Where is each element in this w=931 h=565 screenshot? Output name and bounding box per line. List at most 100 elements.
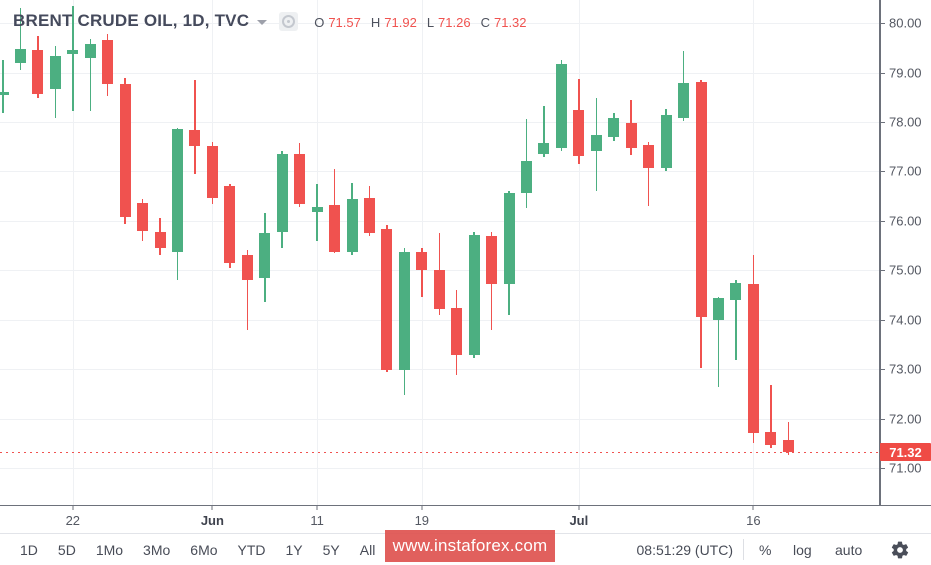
open-label: O	[314, 14, 325, 30]
candle-wick	[2, 60, 4, 114]
candle-body	[521, 160, 532, 193]
candle-wick	[770, 384, 772, 448]
symbol-legend: BRENT CRUDE OIL, 1D, TVC O 71.57 H 71.92…	[13, 11, 537, 31]
time-axis[interactable]: 22 Jun 11 19 Jul 16	[0, 505, 931, 534]
candle-body	[102, 40, 114, 84]
price-axis-label: 76.00	[889, 213, 922, 229]
time-axis-label: 16	[746, 513, 761, 528]
log-scale-button[interactable]: log	[793, 534, 812, 565]
range-button-5d[interactable]: 5D	[57, 541, 76, 558]
candle-body	[695, 82, 707, 318]
caret-down-icon[interactable]	[257, 19, 268, 25]
price-axis-label: 77.00	[889, 163, 922, 179]
high-label: H	[370, 14, 381, 30]
price-gridline	[0, 418, 879, 420]
range-button-1mo[interactable]: 1Mo	[95, 541, 124, 558]
time-axis-tick	[72, 506, 74, 510]
last-price-line	[0, 452, 879, 454]
candle-wick	[19, 8, 22, 71]
price-axis-tick	[881, 369, 885, 371]
price-axis-tick	[881, 72, 885, 74]
candle-body	[451, 308, 463, 356]
candle-body	[433, 270, 445, 310]
date-gridline	[753, 0, 755, 505]
candle-body	[381, 228, 393, 371]
candle-body	[538, 143, 550, 154]
candle-body	[416, 251, 428, 271]
candle-body	[468, 234, 480, 356]
price-axis-label: 71.00	[889, 460, 922, 476]
time-axis-label: 11	[310, 513, 324, 528]
time-axis-label: Jun	[200, 513, 224, 528]
candle-body	[119, 84, 131, 218]
chart-surface[interactable]	[0, 0, 879, 505]
symbol-title[interactable]: BRENT CRUDE OIL, 1D, TVC	[13, 11, 250, 30]
candle-wick	[89, 39, 91, 111]
range-button-1d[interactable]: 1D	[20, 541, 38, 558]
range-button-5y[interactable]: 5Y	[322, 541, 340, 558]
settings-gear-icon[interactable]	[889, 539, 911, 561]
candle-body	[712, 298, 724, 321]
candle-wick	[72, 5, 74, 111]
time-axis-tick	[578, 506, 580, 510]
price-axis-label: 78.00	[889, 114, 922, 130]
price-gridline	[0, 220, 879, 222]
candle-body	[643, 144, 655, 169]
range-button-3mo[interactable]: 3Mo	[143, 541, 171, 558]
candle-wick	[421, 248, 423, 298]
candle-body	[311, 206, 323, 213]
time-axis-tick	[316, 506, 318, 510]
candle-body	[259, 233, 271, 278]
candle-body	[398, 251, 410, 371]
range-button-group: 1D 5D 1Mo 3Mo 6Mo YTD 1Y 5Y All	[0, 534, 375, 565]
close-value: 71.32	[493, 14, 527, 30]
candle-body	[765, 431, 777, 445]
range-button-1y[interactable]: 1Y	[285, 541, 303, 558]
candle-body	[0, 92, 9, 95]
watermark-link[interactable]: www.instaforex.com	[385, 530, 555, 562]
candle-body	[84, 43, 96, 59]
candle-body	[206, 145, 218, 198]
candle-body	[678, 83, 690, 119]
ohlc-readout: O 71.57 H 71.92 L 71.26 C 71.32	[314, 15, 536, 30]
candle-body	[32, 50, 44, 94]
date-gridline	[578, 0, 580, 505]
high-value: 71.92	[384, 14, 417, 30]
candle-wick	[543, 105, 545, 157]
snapshot-icon[interactable]	[279, 11, 299, 31]
price-gridline	[0, 369, 879, 371]
low-value: 71.26	[438, 14, 471, 30]
candle-body	[503, 192, 515, 284]
price-axis[interactable]: 80.00 79.00 78.00 77.00 76.00 75.00 74.00 73.00…	[879, 0, 931, 505]
auto-scale-button[interactable]: auto	[835, 534, 862, 565]
range-button-6mo[interactable]: 6Mo	[190, 541, 218, 558]
candle-wick	[787, 422, 789, 456]
price-axis-label: 75.00	[889, 262, 922, 278]
percent-scale-button[interactable]: %	[759, 534, 771, 565]
price-axis-tick	[881, 220, 885, 222]
clock-utc: 08:51:29 (UTC)	[636, 541, 733, 558]
price-axis-tick	[881, 467, 885, 469]
toolbar-divider	[743, 539, 744, 560]
candle-wick	[246, 249, 249, 331]
candle-body	[625, 123, 637, 148]
date-gridline	[72, 0, 74, 505]
time-axis-label: 22	[65, 513, 81, 528]
date-gridline	[317, 0, 319, 505]
last-price-label: 71.32	[880, 443, 931, 462]
price-axis-tick	[881, 270, 885, 272]
candle-body	[137, 202, 149, 231]
close-label: C	[480, 14, 490, 30]
candle-body	[276, 153, 288, 233]
price-axis-label: 80.00	[889, 15, 922, 31]
candle-body	[608, 118, 620, 137]
candle-body	[189, 129, 201, 146]
candle-body	[730, 282, 742, 301]
range-button-all[interactable]: All	[359, 541, 376, 558]
candle-body	[486, 235, 498, 284]
candle-wick	[194, 80, 196, 174]
range-button-ytd[interactable]: YTD	[237, 541, 266, 558]
candle-wick	[735, 280, 737, 361]
candle-body	[555, 64, 567, 149]
